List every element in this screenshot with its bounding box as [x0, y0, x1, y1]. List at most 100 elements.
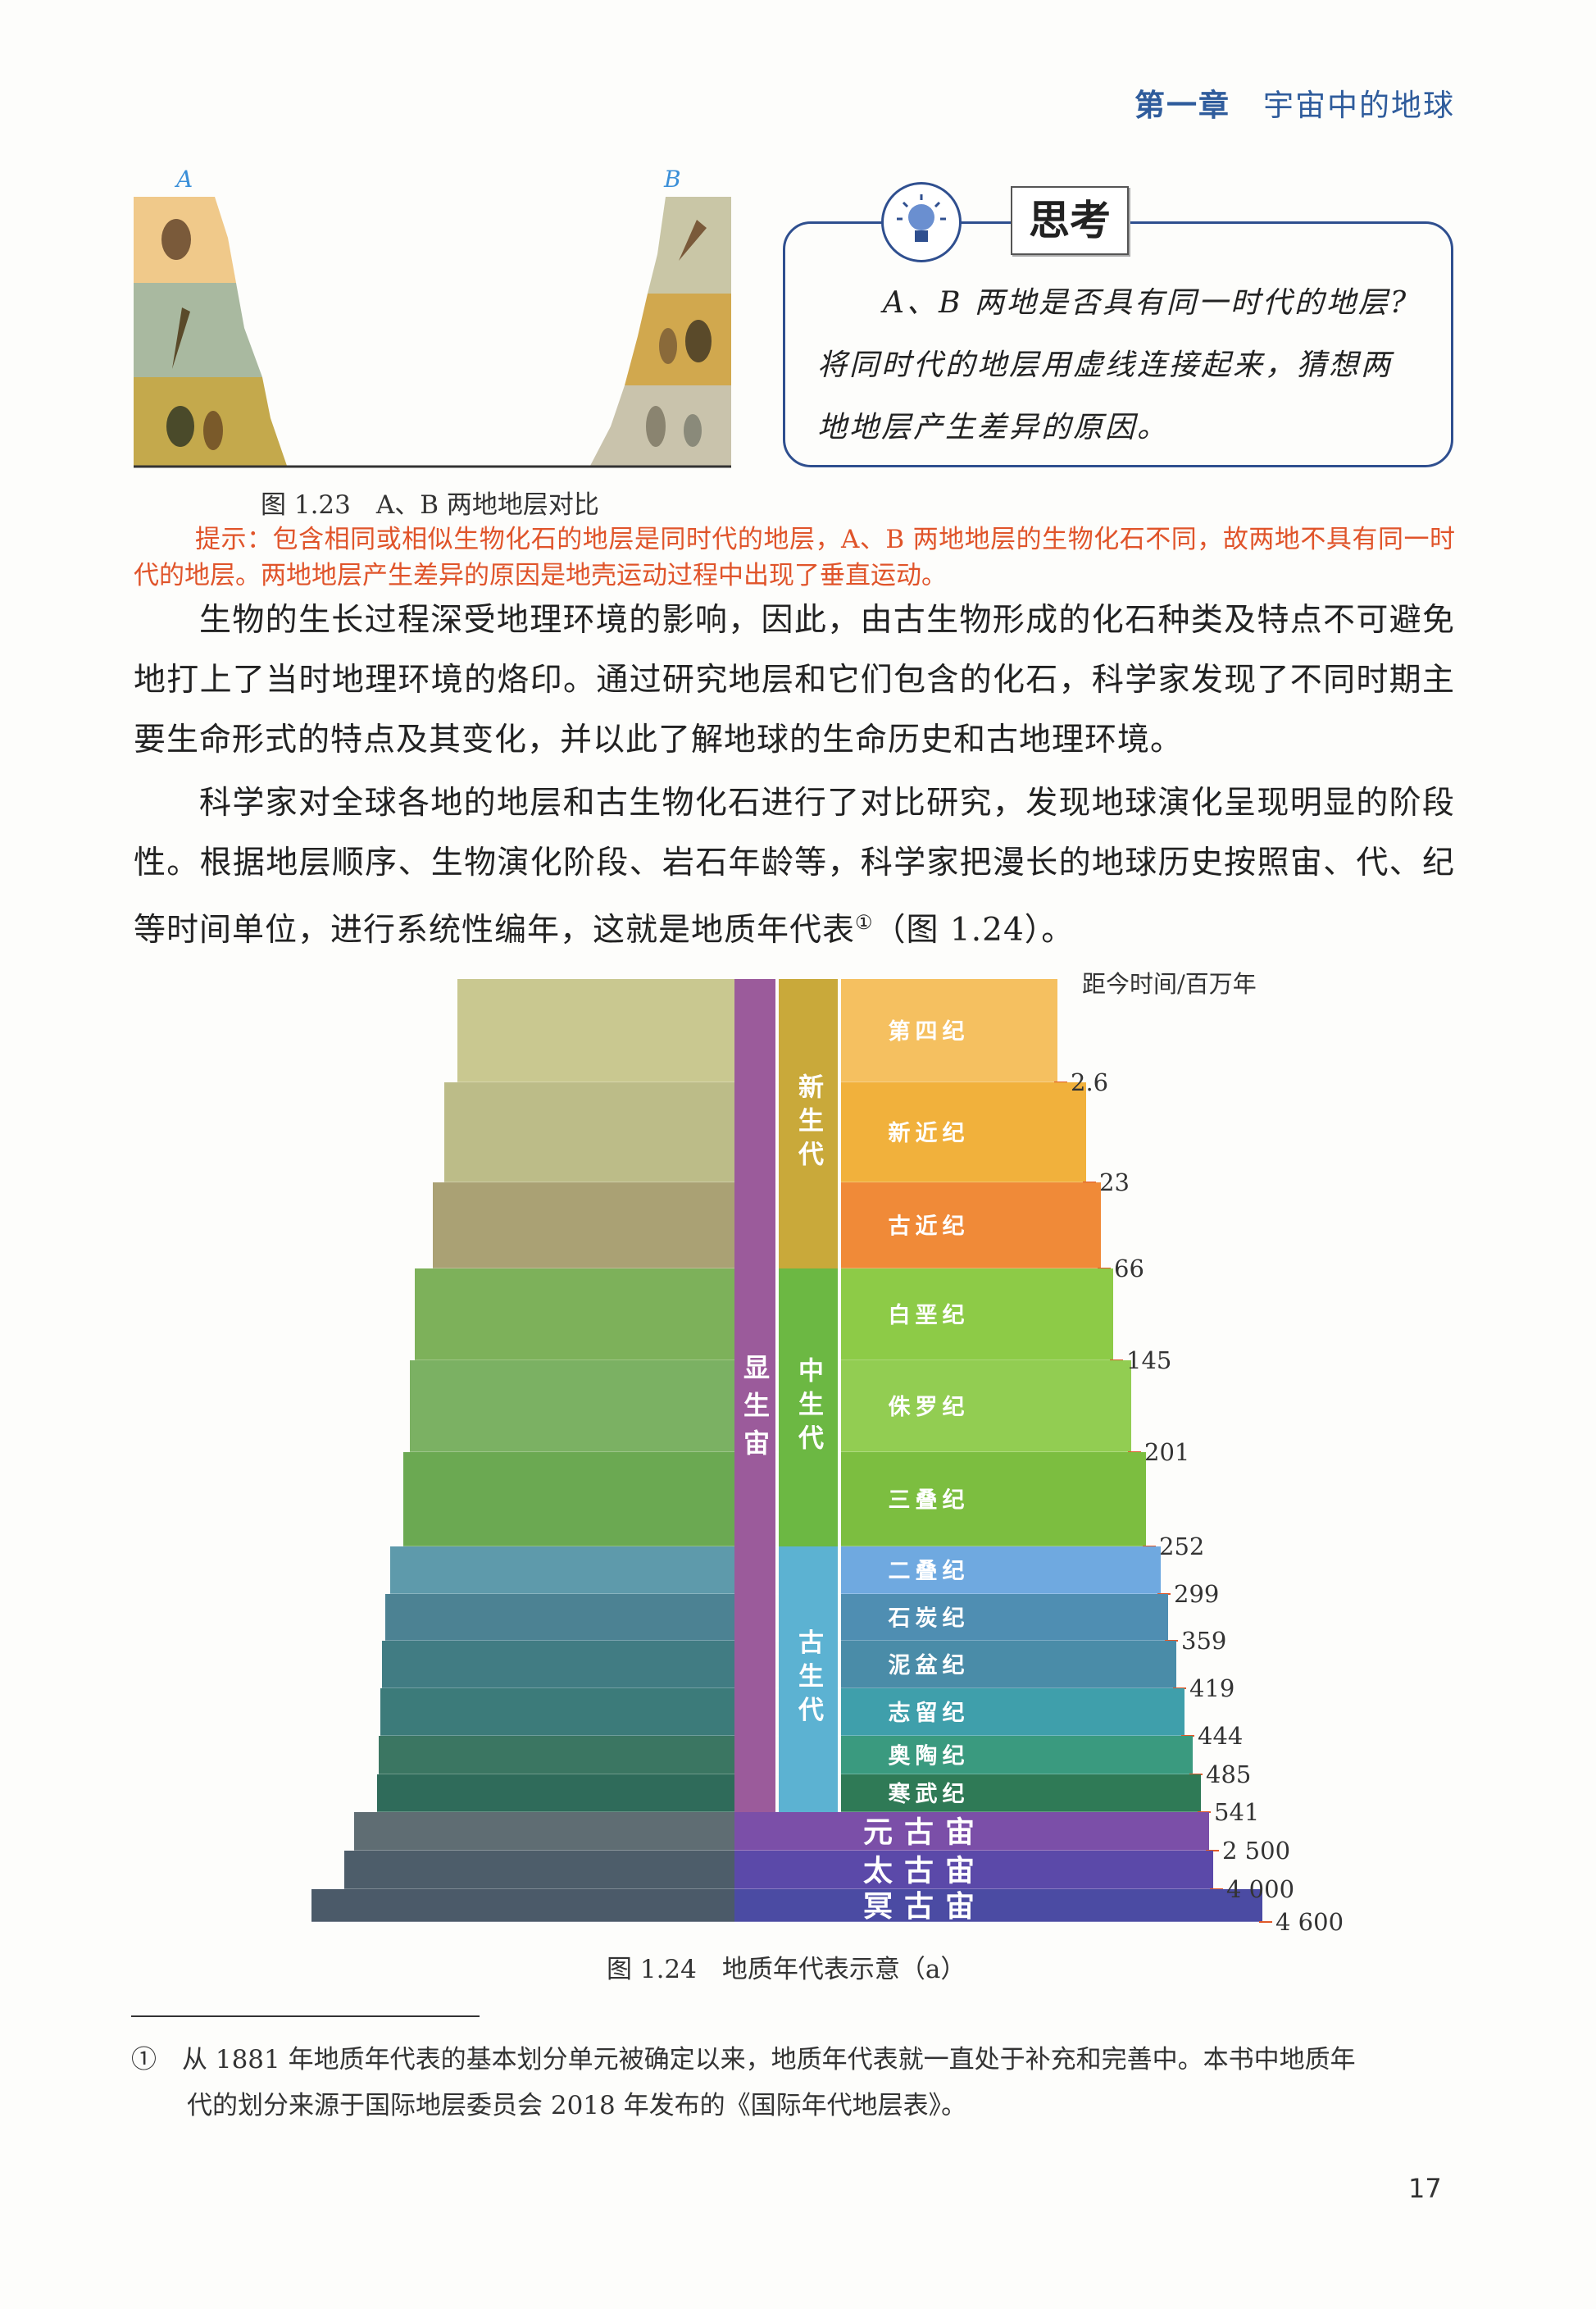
- fossil-stratum: [380, 1688, 734, 1736]
- shell-fossil: [646, 406, 666, 447]
- period-label: 志留纪: [889, 1700, 970, 1726]
- fossil-stratum: [444, 1082, 734, 1182]
- period-band: [841, 1082, 1086, 1182]
- eon-band: [734, 1889, 1262, 1922]
- period-band: [841, 1688, 1184, 1736]
- figure-1-24-geologic-timescale: 距今时间/百万年 第四纪 2.6 新近纪 23 古近纪 66 白垩纪 145 侏罗纪 201 三叠纪…: [311, 970, 1344, 1936]
- shell-fossil: [166, 406, 194, 447]
- label-b: B: [663, 166, 681, 193]
- eon-band: [734, 1851, 1213, 1889]
- fossil-stratum: [385, 1594, 734, 1641]
- stratum-b-middle: [625, 294, 731, 385]
- shell-fossil: [685, 320, 712, 362]
- footnote-text: 从 1881 年地质年代表的基本划分单元被确定以来，地质年代表就一直处于补充和完…: [182, 2045, 1356, 2074]
- cone-shell-fossil: [172, 307, 190, 369]
- time-tick-label: 359: [1181, 1627, 1226, 1655]
- era-band: [779, 979, 838, 1268]
- eon-label: 太古宙: [863, 1855, 986, 1888]
- time-tick-label: 23: [1099, 1168, 1130, 1196]
- figure-1-23-caption: 图 1.23 A、B 两地地层对比: [261, 490, 599, 520]
- time-tick-label: 419: [1189, 1674, 1235, 1702]
- period-band: [841, 1736, 1193, 1774]
- era-label: 中生代: [793, 1357, 825, 1458]
- time-tick-label: 299: [1174, 1580, 1219, 1608]
- footnote-reference[interactable]: ①: [855, 911, 874, 934]
- period-band: [841, 1641, 1176, 1688]
- time-tick-label: 2.6: [1071, 1068, 1108, 1096]
- lightbulb-icon: [881, 182, 962, 262]
- period-label: 侏罗纪: [889, 1394, 970, 1420]
- time-tick-label: 485: [1206, 1760, 1251, 1788]
- chapter-title: 宇宙中的地球: [1263, 88, 1455, 123]
- eon-column-phanerozoic: [734, 979, 775, 1812]
- cone-shell-fossil: [679, 220, 707, 261]
- fossil-stratum: [390, 1546, 734, 1594]
- footnote-mark: ①: [131, 2045, 157, 2074]
- eon-band: [734, 1812, 1209, 1851]
- fossil-stratum: [410, 1360, 734, 1452]
- footnote: ① 从 1881 年地质年代表的基本划分单元被确定以来，地质年代表就一直处于补充…: [131, 2037, 1459, 2129]
- figure-1-24-caption: 图 1.24 地质年代表示意（a）: [607, 1955, 966, 1984]
- period-band: [841, 1360, 1131, 1452]
- body-paragraph-2: 科学家对全球各地的地层和古生物化石进行了对比研究，发现地球演化呈现明显的阶段性。…: [134, 773, 1455, 960]
- period-label: 第四纪: [889, 1018, 970, 1045]
- period-band: [841, 1452, 1146, 1546]
- period-band: [841, 1546, 1161, 1594]
- stratum-a-middle: [134, 283, 262, 377]
- period-label: 奥陶纪: [889, 1743, 970, 1769]
- think-title: 思考: [1011, 186, 1129, 255]
- fossil-stratum: [403, 1452, 734, 1546]
- time-tick-label: 252: [1159, 1533, 1204, 1560]
- footnote-divider: [131, 2015, 480, 2017]
- shell-fossil: [684, 414, 702, 447]
- fossil-stratum: [457, 979, 734, 1082]
- chapter-number: 第一章: [1134, 88, 1230, 123]
- period-label: 寒武纪: [889, 1781, 970, 1807]
- eon-label-phanerozoic: 显生宙: [739, 1354, 771, 1467]
- paragraph-text: 科学家对全球各地的地层和古生物化石进行了对比研究，发现地球演化呈现明显的阶段性。…: [134, 785, 1455, 949]
- period-label: 古近纪: [889, 1214, 970, 1240]
- fossil-stratum: [344, 1851, 734, 1889]
- period-label: 二叠纪: [889, 1558, 970, 1584]
- period-label: 石炭纪: [888, 1605, 970, 1632]
- time-tick-label: 66: [1114, 1255, 1144, 1282]
- eon-label: 元古宙: [863, 1816, 986, 1850]
- period-label: 白垩纪: [889, 1302, 970, 1328]
- ammonite-fossil: [659, 328, 677, 364]
- period-band: [841, 1594, 1168, 1641]
- period-label: 三叠纪: [889, 1487, 970, 1514]
- chapter-header: 第一章 宇宙中的地球: [1134, 80, 1455, 125]
- time-tick-label: 541: [1214, 1798, 1259, 1826]
- think-question-1: A、B 两地是否具有同一时代的地层?: [883, 286, 1409, 320]
- figure-1-23-strata: A B: [134, 166, 731, 468]
- fossil-stratum: [377, 1774, 734, 1812]
- fossil-stratum: [433, 1182, 734, 1268]
- time-tick-label: 145: [1126, 1346, 1171, 1374]
- time-tick-label: 4 600: [1275, 1908, 1344, 1936]
- period-band: [841, 1774, 1201, 1812]
- era-band: [779, 1268, 838, 1546]
- label-a: A: [174, 166, 193, 193]
- hint-text: 提示：包含相同或相似生物化石的地层是同时代的地层，A、B 两地地层的生物化石不同…: [134, 525, 1455, 590]
- fossil-stratum: [379, 1736, 734, 1774]
- fossil-stratum: [354, 1812, 734, 1851]
- period-label: 泥盆纪: [889, 1652, 970, 1678]
- think-question-2: 将同时代的地层用虚线连接起来，猜想两地地层产生差异的原因。: [817, 348, 1394, 444]
- body-paragraph-1: 生物的生长过程深受地理环境的影响，因此，由古生物形成的化石种类及特点不可避免地打…: [134, 602, 1455, 758]
- ammonite-fossil: [203, 411, 223, 450]
- site-b-strata: [590, 197, 731, 466]
- period-band: [841, 1268, 1113, 1360]
- paragraph-text: （图 1.24）。: [873, 912, 1075, 949]
- ammonite-fossil: [161, 219, 191, 260]
- time-tick-label: 201: [1144, 1438, 1189, 1466]
- period-label: 新近纪: [889, 1120, 970, 1146]
- period-band: [841, 1182, 1101, 1268]
- fossil-stratum: [415, 1268, 734, 1360]
- time-tick-label: 2 500: [1222, 1837, 1290, 1865]
- time-tick-label: 4 000: [1226, 1875, 1294, 1903]
- think-box: 思考 A、B 两地是否具有同一时代的地层? 将同时代的地层用虚线连接起来，猜想两…: [783, 182, 1457, 471]
- time-tick-label: 444: [1198, 1722, 1243, 1750]
- footnote-text: 代的划分来源于国际地层委员会 2018 年发布的《国际年代地层表》。: [187, 2091, 967, 2120]
- era-label: 古生代: [793, 1629, 825, 1730]
- era-label: 新生代: [793, 1073, 825, 1174]
